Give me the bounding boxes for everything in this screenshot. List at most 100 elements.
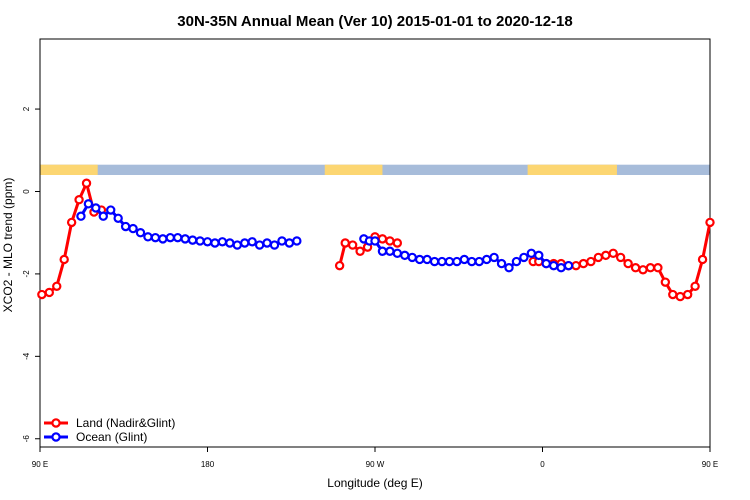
land-point	[340, 238, 350, 248]
ocean-point	[262, 238, 272, 248]
x-tick-label: 90 E	[702, 460, 718, 469]
ocean-point	[429, 256, 440, 267]
ocean-point	[277, 236, 287, 246]
y-tick-label: -4	[22, 352, 31, 360]
land-point	[66, 217, 77, 228]
ocean-point	[113, 213, 123, 223]
ocean-point	[195, 236, 205, 246]
y-tick-label: 2	[22, 106, 31, 111]
land-band	[324, 164, 383, 175]
y-tick-label: 0	[22, 189, 31, 194]
ocean-point	[519, 252, 529, 263]
ocean-point	[496, 258, 507, 269]
legend-label: Land (Nadir&Glint)	[76, 416, 175, 430]
ocean-point	[526, 248, 537, 259]
land-point	[660, 277, 671, 287]
ocean-point	[541, 258, 551, 269]
ocean-point	[150, 232, 161, 243]
land-point	[571, 260, 581, 271]
ocean-point	[422, 254, 432, 265]
axes: 90 E 180 90 W 0 90 E -6 -4 -2 0 2	[22, 38, 718, 469]
land-point	[392, 238, 403, 248]
land-point	[705, 217, 715, 228]
land-point	[334, 260, 345, 271]
legend-swatch-marker	[51, 418, 61, 428]
ocean-point	[269, 240, 280, 250]
land-point	[668, 289, 678, 300]
x-tick-label: 180	[201, 460, 215, 469]
y-axis-label: XCO2 - MLO trend (ppm)	[1, 178, 15, 313]
x-axis-label: Longitude (deg E)	[327, 476, 422, 490]
legend: Land (Nadir&Glint)Ocean (Glint)	[44, 416, 175, 444]
y-tick-label: -2	[22, 270, 31, 278]
land-point	[52, 281, 62, 291]
ocean-point	[377, 246, 388, 256]
ocean-point	[467, 256, 477, 267]
land-band	[40, 164, 98, 175]
land-point	[638, 265, 648, 275]
ocean-point	[210, 238, 220, 248]
legend-label: Ocean (Glint)	[76, 430, 147, 444]
land-point	[675, 291, 685, 302]
ocean-point	[254, 240, 265, 250]
ocean-point	[240, 238, 250, 248]
x-tick-label: 90 W	[366, 460, 385, 469]
ocean-point	[511, 256, 522, 267]
ocean-point	[392, 248, 403, 259]
ocean-point	[187, 235, 198, 245]
land-series-line	[41, 181, 102, 296]
land-point	[623, 258, 633, 269]
land-point	[81, 178, 92, 188]
ocean-point	[135, 227, 146, 238]
land-point	[347, 240, 358, 250]
ocean-point	[534, 250, 544, 261]
land-point	[37, 289, 47, 300]
ocean-point	[143, 232, 153, 242]
legend-swatch-marker	[51, 432, 61, 442]
ocean-point	[437, 256, 447, 267]
ocean-point	[232, 240, 242, 250]
land-point	[377, 234, 388, 244]
chart-title: 30N-35N Annual Mean (Ver 10) 2015-01-01 …	[177, 13, 572, 30]
land-point	[74, 195, 84, 205]
ocean-point	[106, 205, 116, 215]
ocean-point	[563, 260, 574, 271]
x-tick-label: 90 E	[32, 460, 48, 469]
land-point	[645, 263, 656, 273]
ocean-point	[165, 232, 175, 243]
ocean-point	[83, 199, 94, 209]
land-point	[44, 287, 55, 298]
ocean-point	[76, 211, 86, 221]
ocean-point	[91, 203, 101, 213]
land-point	[385, 236, 395, 246]
ocean-point	[128, 223, 138, 234]
ocean-point	[548, 260, 559, 271]
ocean-point	[225, 238, 235, 248]
land-point	[578, 258, 589, 269]
land-point	[586, 256, 596, 267]
ocean-point	[400, 250, 410, 261]
ocean-point	[173, 232, 183, 243]
ocean-point	[292, 236, 302, 246]
x-tick-label: 0	[540, 460, 545, 469]
ocean-point	[370, 236, 380, 246]
y-tick-label: -6	[22, 435, 31, 443]
series-group	[37, 178, 715, 302]
ocean-point	[414, 254, 425, 265]
land-point	[593, 252, 604, 263]
ocean-point	[98, 211, 108, 221]
ocean-point	[556, 263, 566, 273]
land-point	[608, 248, 618, 259]
land-point	[59, 254, 69, 265]
land-point	[630, 263, 641, 273]
land-point	[601, 250, 611, 261]
ocean-point	[407, 252, 417, 263]
land-point	[355, 246, 365, 256]
ocean-point	[284, 238, 295, 248]
ocean-point	[158, 234, 168, 244]
land-point	[690, 281, 700, 291]
ocean-point	[452, 256, 462, 267]
ocean-point	[247, 237, 257, 247]
ocean-point	[217, 237, 228, 247]
